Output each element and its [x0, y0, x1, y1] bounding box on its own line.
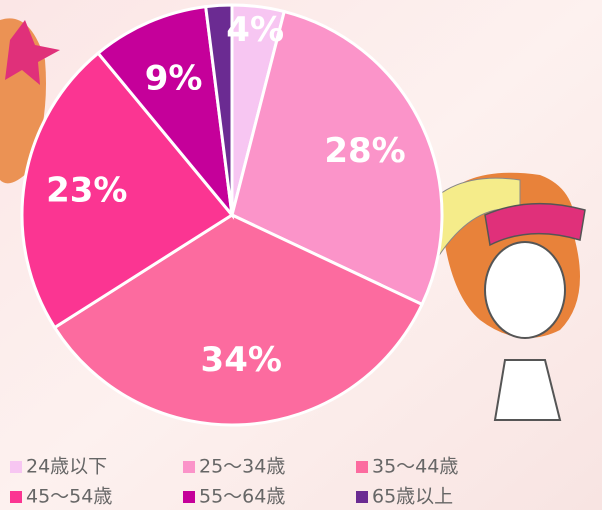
pie: 4% 28% 34% 23% 9%	[22, 5, 442, 425]
legend-swatch	[183, 491, 195, 503]
legend-swatch	[10, 491, 22, 503]
legend-swatch	[356, 491, 368, 503]
legend-swatch	[10, 461, 22, 473]
legend-label: 35〜44歳	[372, 456, 458, 478]
data-label: 4%	[226, 10, 284, 50]
data-label: 28%	[324, 131, 405, 171]
legend-swatch	[356, 461, 368, 473]
legend-label: 65歳以上	[372, 486, 453, 508]
data-label: 9%	[145, 59, 203, 99]
data-label: 23%	[46, 171, 127, 211]
legend-label: 55〜64歳	[199, 486, 285, 508]
legend-label: 24歳以下	[26, 456, 107, 478]
legend-swatch	[183, 461, 195, 473]
data-label: 34%	[201, 340, 282, 380]
legend-label: 25〜34歳	[199, 456, 285, 478]
legend-label: 45〜54歳	[26, 486, 112, 508]
chart: 4% 28% 34% 23% 9% 24歳以下 25〜34歳 35〜44歳 45〜54歳 55〜…	[0, 0, 602, 510]
